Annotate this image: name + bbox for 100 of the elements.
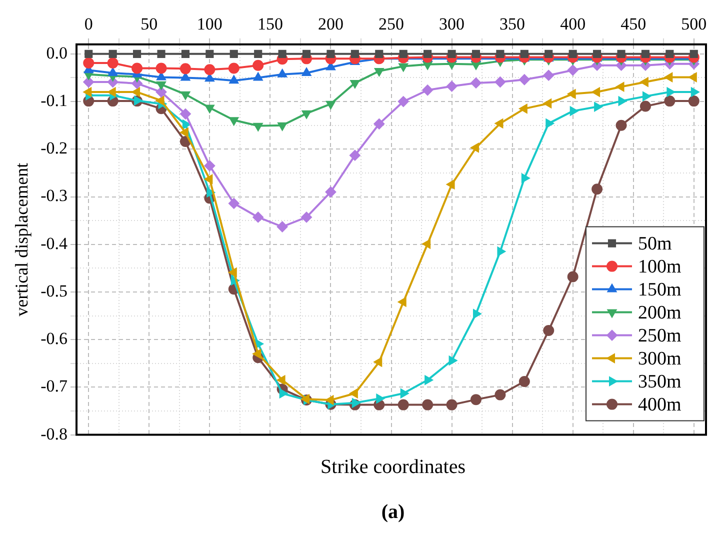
legend-label: 300m	[638, 348, 682, 370]
point	[546, 118, 554, 128]
point	[688, 96, 700, 107]
y-tick-label: -0.1	[40, 91, 68, 110]
legend-label: 200m	[638, 302, 682, 324]
point	[204, 104, 215, 114]
point	[568, 50, 577, 58]
point	[518, 104, 528, 114]
point	[446, 80, 458, 92]
point	[84, 50, 93, 58]
point	[352, 398, 360, 408]
point	[398, 96, 409, 108]
legend-label: 250m	[638, 325, 682, 346]
point	[398, 399, 409, 410]
point	[570, 106, 578, 116]
point	[326, 50, 335, 58]
legend-label: 350m	[638, 371, 682, 392]
point	[521, 173, 530, 184]
point	[494, 76, 506, 88]
point	[618, 96, 627, 106]
point	[132, 62, 143, 74]
point	[276, 375, 286, 385]
point	[132, 87, 140, 97]
point	[302, 110, 312, 119]
point	[157, 50, 166, 58]
legend-label: 150m	[638, 279, 682, 300]
point	[374, 118, 385, 130]
point	[640, 100, 651, 112]
point	[180, 128, 188, 138]
point	[376, 394, 385, 404]
point	[83, 76, 94, 88]
point	[543, 325, 554, 336]
point	[470, 77, 482, 88]
point	[470, 394, 482, 406]
point	[567, 89, 576, 99]
point	[228, 62, 240, 74]
y-tick-label: -0.3	[40, 186, 68, 206]
point	[422, 239, 431, 249]
point	[518, 376, 530, 387]
point	[422, 84, 434, 96]
point	[472, 309, 482, 319]
point	[156, 81, 166, 90]
point	[181, 50, 190, 58]
point	[374, 357, 382, 367]
point	[253, 72, 263, 81]
point	[642, 91, 651, 102]
x-tick-label: 400	[560, 14, 586, 34]
x-tick-label: 500	[681, 14, 707, 34]
point	[640, 77, 648, 87]
point	[228, 198, 240, 209]
point	[494, 389, 506, 400]
point	[302, 50, 311, 58]
point	[664, 72, 673, 82]
x-tick-label: 300	[439, 14, 465, 34]
point	[252, 212, 264, 223]
point	[424, 375, 434, 385]
point	[448, 356, 458, 366]
point	[204, 174, 213, 184]
point	[301, 212, 312, 223]
point	[182, 120, 191, 130]
point	[592, 184, 603, 195]
point	[83, 87, 92, 97]
point	[497, 246, 506, 256]
point	[253, 122, 263, 132]
point	[496, 50, 504, 58]
x-axis-title: Strike coordinates	[320, 456, 466, 479]
point	[350, 50, 359, 58]
y-tick-label: 0.0	[46, 43, 68, 62]
point	[472, 50, 480, 58]
x-tick-label: 350	[500, 14, 526, 34]
point	[520, 50, 528, 58]
y-tick-label: -0.7	[40, 376, 68, 396]
point	[398, 297, 406, 307]
point	[494, 118, 504, 128]
point	[398, 63, 408, 72]
y-tick-label: -0.8	[40, 424, 68, 444]
point	[544, 50, 553, 58]
x-tick-label: 0	[84, 14, 93, 34]
point	[229, 117, 239, 126]
point	[278, 50, 286, 58]
point	[567, 64, 578, 76]
point	[594, 102, 603, 112]
point	[134, 96, 143, 106]
point	[277, 122, 288, 131]
point	[375, 50, 384, 58]
point	[180, 91, 190, 100]
point	[400, 388, 409, 398]
point	[688, 72, 697, 82]
point	[180, 63, 191, 74]
x-tick-label: 250	[378, 14, 404, 34]
point	[424, 50, 432, 58]
point	[448, 50, 456, 58]
point	[180, 108, 191, 120]
y-tick-label: -0.2	[40, 138, 68, 158]
point	[616, 120, 627, 131]
point	[446, 180, 455, 190]
point	[206, 188, 216, 198]
point	[446, 399, 458, 410]
point	[108, 50, 117, 58]
y-axis-title: vertical displacement	[12, 162, 32, 316]
